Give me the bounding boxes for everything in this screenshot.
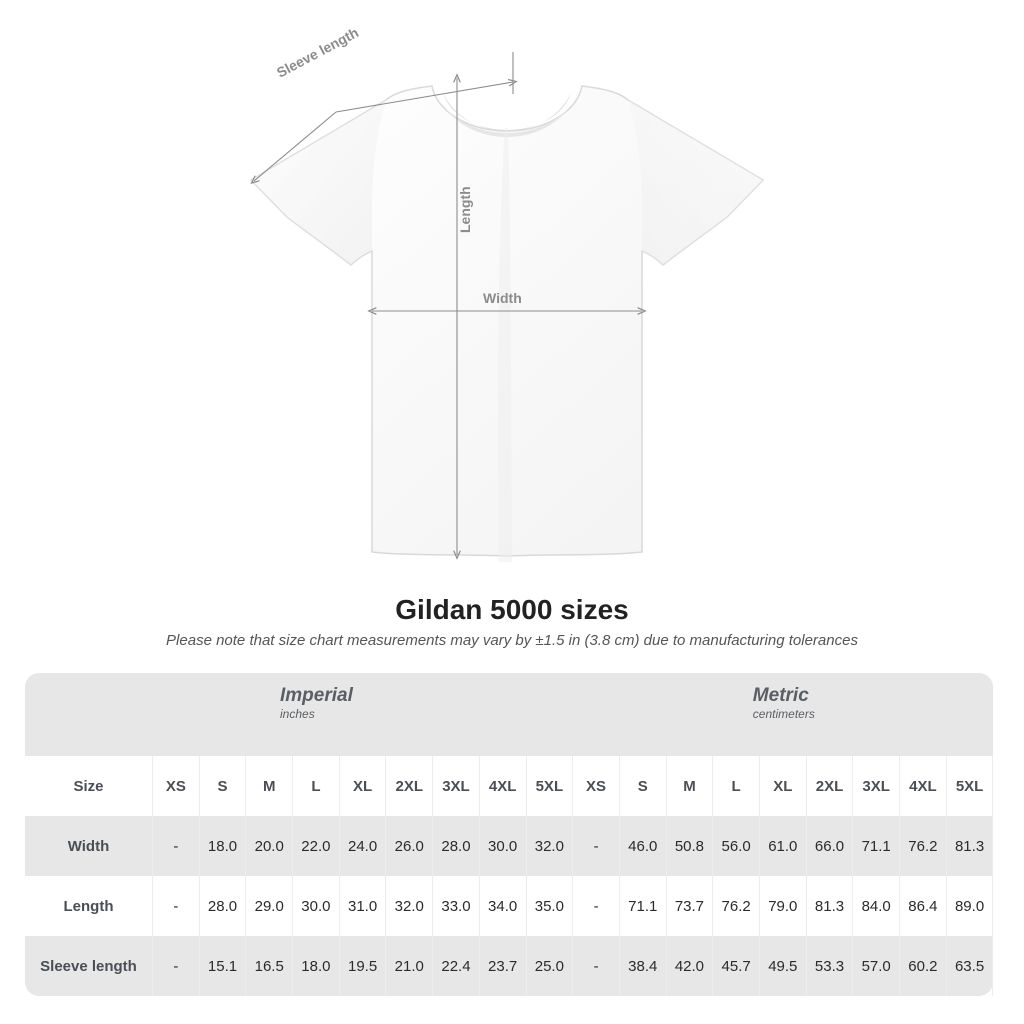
- svg-text:Sleeve length: Sleeve length: [274, 24, 361, 81]
- svg-text:Length: Length: [457, 186, 473, 233]
- svg-text:Width: Width: [483, 290, 522, 306]
